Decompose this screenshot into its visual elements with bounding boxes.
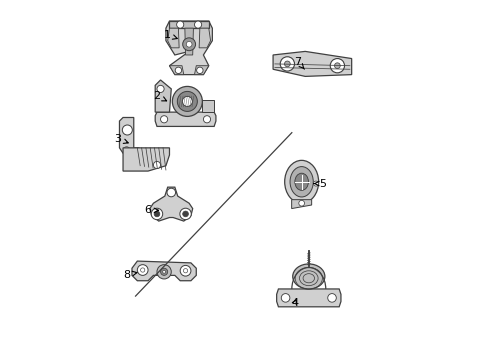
Circle shape xyxy=(153,161,160,168)
Circle shape xyxy=(180,208,191,220)
Polygon shape xyxy=(123,148,169,171)
Ellipse shape xyxy=(294,173,308,190)
Polygon shape xyxy=(184,28,193,55)
Polygon shape xyxy=(276,289,340,307)
Circle shape xyxy=(176,21,183,28)
Circle shape xyxy=(313,181,318,186)
Polygon shape xyxy=(169,21,208,28)
Circle shape xyxy=(182,96,192,107)
Polygon shape xyxy=(291,200,311,208)
Circle shape xyxy=(177,91,197,111)
Text: 7: 7 xyxy=(294,57,304,69)
Polygon shape xyxy=(167,28,179,48)
Text: 4: 4 xyxy=(290,298,298,308)
Polygon shape xyxy=(132,261,196,281)
Ellipse shape xyxy=(289,167,313,197)
Polygon shape xyxy=(201,100,214,112)
Circle shape xyxy=(196,67,203,73)
Circle shape xyxy=(163,270,165,273)
Polygon shape xyxy=(155,112,216,126)
Circle shape xyxy=(137,265,148,275)
Circle shape xyxy=(280,57,294,71)
Text: 1: 1 xyxy=(164,30,177,40)
Text: 5: 5 xyxy=(313,179,326,189)
Text: 8: 8 xyxy=(123,270,137,280)
Circle shape xyxy=(327,294,336,302)
Circle shape xyxy=(166,188,175,197)
Polygon shape xyxy=(194,66,208,75)
Circle shape xyxy=(284,61,290,67)
Polygon shape xyxy=(149,187,192,221)
Polygon shape xyxy=(119,117,139,153)
Circle shape xyxy=(281,294,289,302)
Circle shape xyxy=(172,86,202,116)
Circle shape xyxy=(186,41,192,47)
Circle shape xyxy=(203,116,210,123)
Circle shape xyxy=(122,125,132,135)
Text: 2: 2 xyxy=(153,91,166,101)
Circle shape xyxy=(175,67,181,73)
Circle shape xyxy=(151,208,163,220)
Circle shape xyxy=(329,59,344,73)
Circle shape xyxy=(194,21,201,28)
Circle shape xyxy=(160,268,167,275)
Polygon shape xyxy=(155,80,171,112)
Circle shape xyxy=(157,85,164,93)
Circle shape xyxy=(123,147,129,153)
Circle shape xyxy=(334,63,340,68)
Circle shape xyxy=(183,211,188,217)
Ellipse shape xyxy=(284,160,318,203)
Polygon shape xyxy=(199,28,210,48)
Polygon shape xyxy=(169,66,183,75)
Circle shape xyxy=(154,211,160,217)
Text: 3: 3 xyxy=(114,134,128,144)
Circle shape xyxy=(180,265,190,276)
Text: 6: 6 xyxy=(144,205,158,215)
Circle shape xyxy=(183,38,195,51)
Circle shape xyxy=(157,265,171,279)
Polygon shape xyxy=(272,51,351,76)
Ellipse shape xyxy=(292,264,324,289)
Polygon shape xyxy=(165,21,212,75)
Circle shape xyxy=(160,116,167,123)
Circle shape xyxy=(298,201,304,206)
